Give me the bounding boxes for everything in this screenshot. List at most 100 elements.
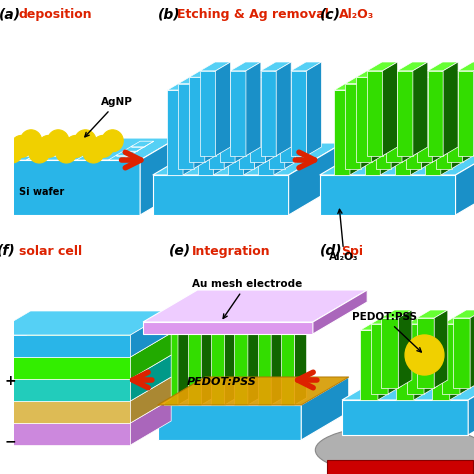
Polygon shape: [410, 81, 426, 175]
Polygon shape: [0, 377, 171, 401]
Polygon shape: [178, 83, 194, 169]
Polygon shape: [164, 323, 190, 330]
Polygon shape: [201, 323, 213, 405]
Polygon shape: [130, 377, 171, 423]
Polygon shape: [140, 138, 177, 215]
Polygon shape: [157, 377, 349, 405]
Polygon shape: [209, 83, 224, 169]
Circle shape: [55, 141, 77, 163]
Polygon shape: [417, 68, 447, 77]
Polygon shape: [378, 322, 392, 400]
Polygon shape: [90, 155, 100, 160]
Polygon shape: [239, 75, 269, 83]
Polygon shape: [342, 376, 474, 400]
Polygon shape: [375, 83, 391, 169]
Polygon shape: [413, 62, 428, 156]
Polygon shape: [335, 81, 365, 90]
Circle shape: [83, 141, 104, 163]
Polygon shape: [453, 310, 474, 318]
Circle shape: [75, 130, 96, 152]
Polygon shape: [365, 81, 395, 90]
Polygon shape: [41, 146, 51, 151]
Polygon shape: [99, 141, 122, 147]
Polygon shape: [0, 335, 130, 357]
Polygon shape: [265, 68, 280, 162]
Polygon shape: [406, 83, 421, 169]
Polygon shape: [239, 83, 255, 169]
Polygon shape: [225, 323, 237, 405]
Polygon shape: [189, 77, 205, 162]
Text: Si wafer: Si wafer: [19, 187, 64, 197]
Text: (c): (c): [319, 7, 341, 21]
Polygon shape: [143, 322, 313, 334]
Polygon shape: [258, 81, 289, 90]
Text: PEDOT:PSS: PEDOT:PSS: [187, 377, 256, 387]
Polygon shape: [157, 377, 349, 405]
Polygon shape: [188, 330, 201, 405]
Polygon shape: [307, 62, 321, 156]
Polygon shape: [356, 77, 372, 162]
Polygon shape: [248, 323, 260, 405]
Polygon shape: [434, 310, 448, 388]
Text: −: −: [4, 434, 16, 448]
Text: Al₂O₃: Al₂O₃: [329, 210, 359, 262]
Polygon shape: [130, 333, 171, 379]
Polygon shape: [365, 90, 380, 175]
Polygon shape: [49, 141, 58, 147]
Polygon shape: [361, 75, 376, 169]
Text: PEDOT:PSS: PEDOT:PSS: [352, 312, 421, 352]
Polygon shape: [76, 155, 100, 160]
Polygon shape: [453, 318, 470, 388]
Polygon shape: [250, 77, 265, 162]
Ellipse shape: [315, 425, 474, 474]
Polygon shape: [402, 68, 417, 162]
Polygon shape: [388, 316, 401, 394]
Polygon shape: [45, 155, 68, 160]
Polygon shape: [257, 330, 271, 405]
Polygon shape: [198, 81, 228, 90]
Polygon shape: [301, 377, 349, 440]
Polygon shape: [360, 330, 378, 400]
Polygon shape: [0, 138, 177, 160]
Polygon shape: [395, 90, 410, 175]
Circle shape: [405, 335, 444, 375]
Polygon shape: [66, 150, 75, 155]
Polygon shape: [269, 75, 300, 83]
Polygon shape: [470, 310, 474, 388]
Polygon shape: [371, 316, 401, 324]
Polygon shape: [230, 62, 261, 71]
Polygon shape: [34, 150, 43, 155]
Polygon shape: [52, 150, 75, 155]
Polygon shape: [281, 323, 307, 330]
Polygon shape: [383, 62, 398, 156]
Polygon shape: [211, 330, 225, 405]
Polygon shape: [153, 143, 343, 175]
Polygon shape: [129, 150, 139, 155]
Polygon shape: [0, 379, 130, 401]
Polygon shape: [342, 400, 468, 435]
Polygon shape: [167, 81, 198, 90]
Text: solar cell: solar cell: [19, 245, 82, 258]
Polygon shape: [381, 310, 412, 318]
Circle shape: [38, 136, 59, 157]
Polygon shape: [458, 62, 474, 71]
Text: (e): (e): [169, 244, 191, 258]
Polygon shape: [228, 81, 258, 90]
Circle shape: [47, 130, 69, 152]
Text: deposition: deposition: [19, 8, 92, 21]
Polygon shape: [367, 62, 398, 71]
Polygon shape: [456, 143, 474, 215]
Polygon shape: [335, 90, 350, 175]
Polygon shape: [395, 81, 426, 90]
Circle shape: [102, 130, 123, 152]
Polygon shape: [432, 330, 450, 400]
Polygon shape: [108, 155, 131, 160]
Polygon shape: [432, 68, 447, 162]
Polygon shape: [425, 90, 441, 175]
Polygon shape: [407, 324, 424, 394]
Polygon shape: [131, 141, 154, 147]
Polygon shape: [313, 290, 367, 334]
Polygon shape: [123, 146, 146, 151]
Polygon shape: [432, 322, 463, 330]
Polygon shape: [244, 81, 258, 175]
